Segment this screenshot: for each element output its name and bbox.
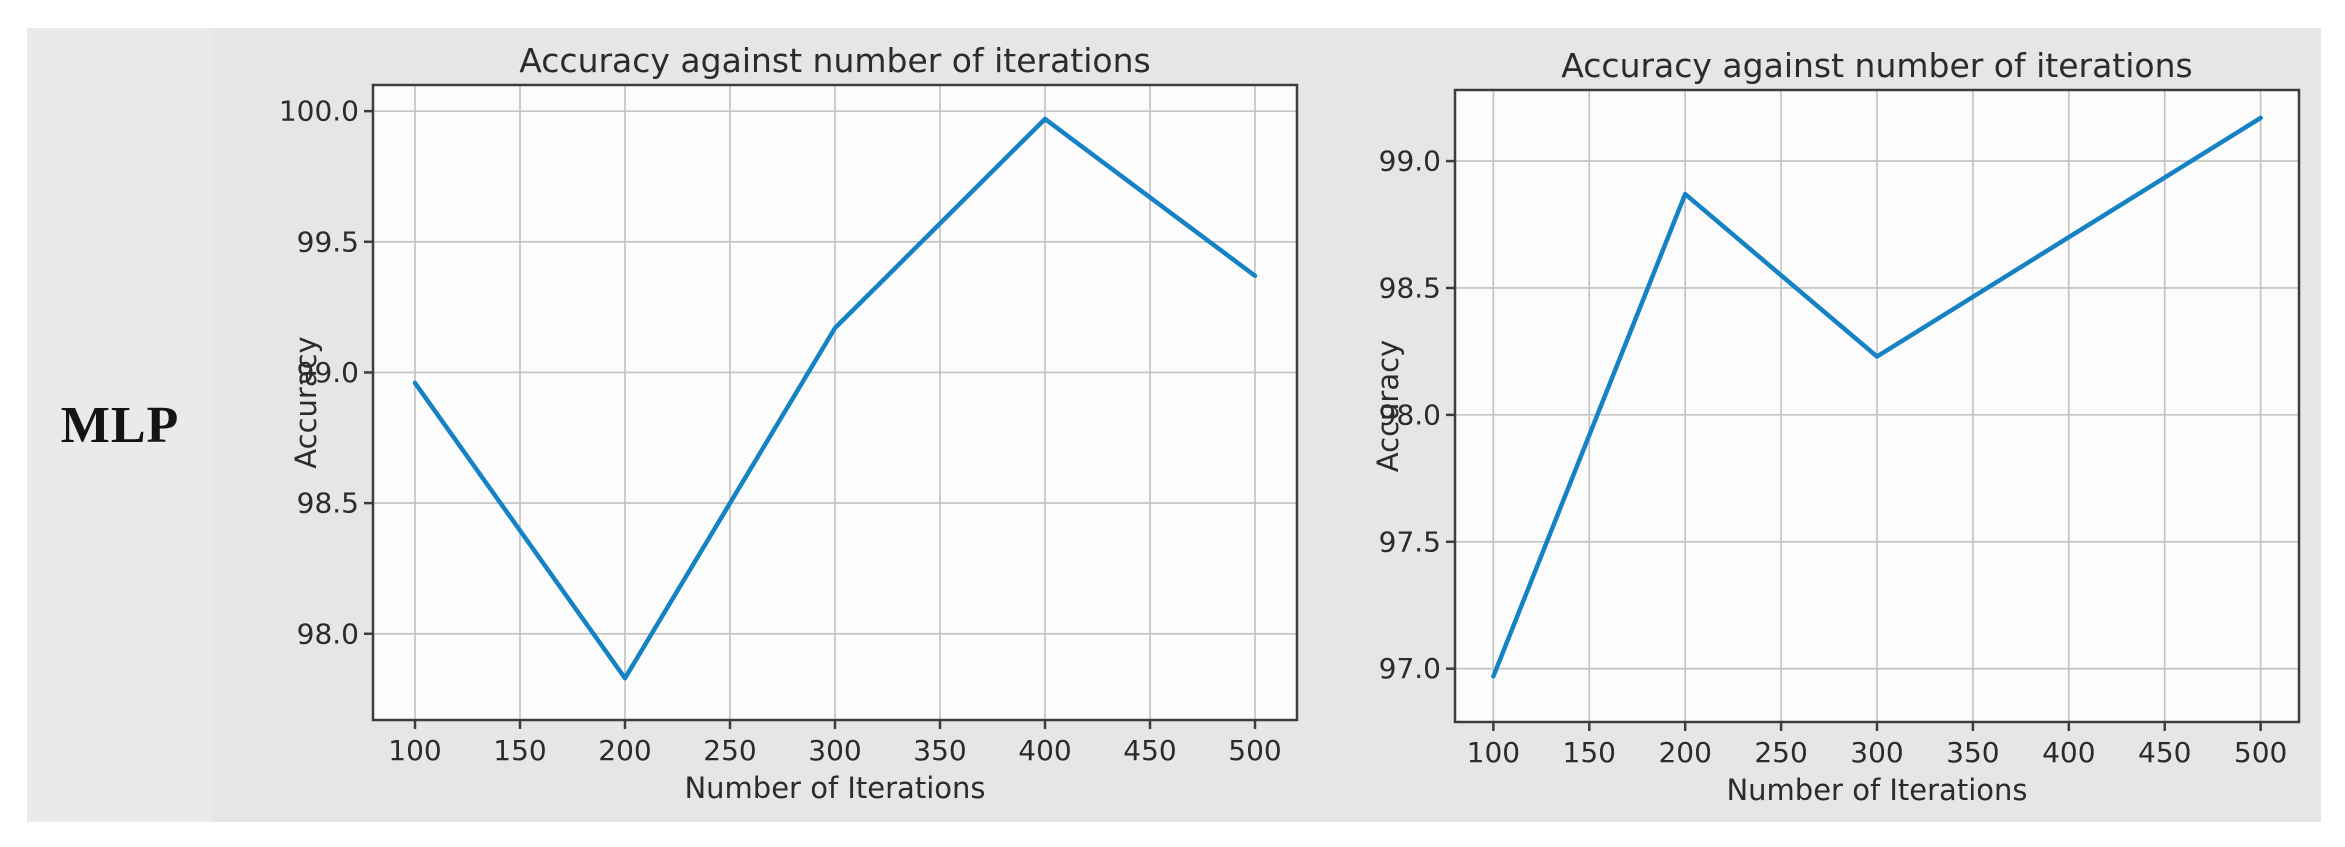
y-axis-label: Accuracy	[289, 336, 323, 468]
y-axis-label: Accuracy	[1371, 340, 1405, 472]
x-tick-label: 250	[703, 734, 756, 767]
row-label-cell: MLP	[27, 28, 213, 822]
y-tick-label: 99.0	[1379, 145, 1441, 178]
y-tick-label: 97.0	[1379, 652, 1441, 685]
x-tick-label: 300	[808, 734, 861, 767]
x-tick-label: 500	[1228, 734, 1281, 767]
x-tick-label: 150	[493, 734, 546, 767]
data-line	[412, 116, 1258, 681]
axes-border	[371, 83, 1299, 722]
data-line	[1491, 115, 2263, 679]
y-tick-label: 99.5	[297, 225, 359, 258]
x-tick-label: 500	[2234, 736, 2287, 769]
x-tick-label: 250	[1754, 736, 1807, 769]
y-tick-label: 98.5	[297, 487, 359, 520]
x-tick-label: 450	[1123, 734, 1176, 767]
chart-title: Accuracy against number of iterations	[519, 41, 1150, 80]
y-tick-label: 98.5	[1379, 271, 1441, 304]
line-chart-svg-right: 100 150 200 250 300 350 400 450 500 97.0 97.5 98.0 9…	[1371, 46, 2301, 807]
chart-title: Accuracy against number of iterations	[1561, 46, 2192, 85]
x-tick-label: 200	[598, 734, 651, 767]
x-tick-label: 150	[1563, 736, 1616, 769]
content-panel: MLP 100 150 200 250 300 350 400 450 500 98.0 98.5 9…	[27, 28, 2321, 822]
x-tick-label: 100	[388, 734, 441, 767]
x-tick-label: 350	[1946, 736, 1999, 769]
x-tick-label: 350	[913, 734, 966, 767]
x-tick-label: 400	[2042, 736, 2095, 769]
line-chart-svg-left: 100 150 200 250 300 350 400 450 500 98.0 98.5 99.0 9…	[279, 41, 1299, 805]
figure-mlp-left: 100 150 200 250 300 350 400 450 500 98.0 98.5 99.0 9…	[213, 28, 1310, 822]
y-tick-label: 98.0	[1379, 398, 1441, 431]
y-tick-label: 97.5	[1379, 525, 1441, 558]
x-axis-label: Number of Iterations	[684, 771, 985, 805]
figure-mlp-right: 100 150 200 250 300 350 400 450 500 97.0 97.5 98.0 9…	[1310, 28, 2321, 822]
x-tick-label: 300	[1850, 736, 1903, 769]
y-tick-label: 98.0	[297, 617, 359, 650]
x-tick-label: 200	[1658, 736, 1711, 769]
row-label: MLP	[60, 396, 180, 454]
x-tick-label: 100	[1467, 736, 1520, 769]
axes-border	[1453, 88, 2301, 724]
x-tick-label: 400	[1018, 734, 1071, 767]
x-tick-label: 450	[2138, 736, 2191, 769]
y-tick-label: 99.0	[297, 356, 359, 389]
x-axis-label: Number of Iterations	[1726, 773, 2027, 807]
y-tick-label: 100.0	[279, 95, 359, 128]
